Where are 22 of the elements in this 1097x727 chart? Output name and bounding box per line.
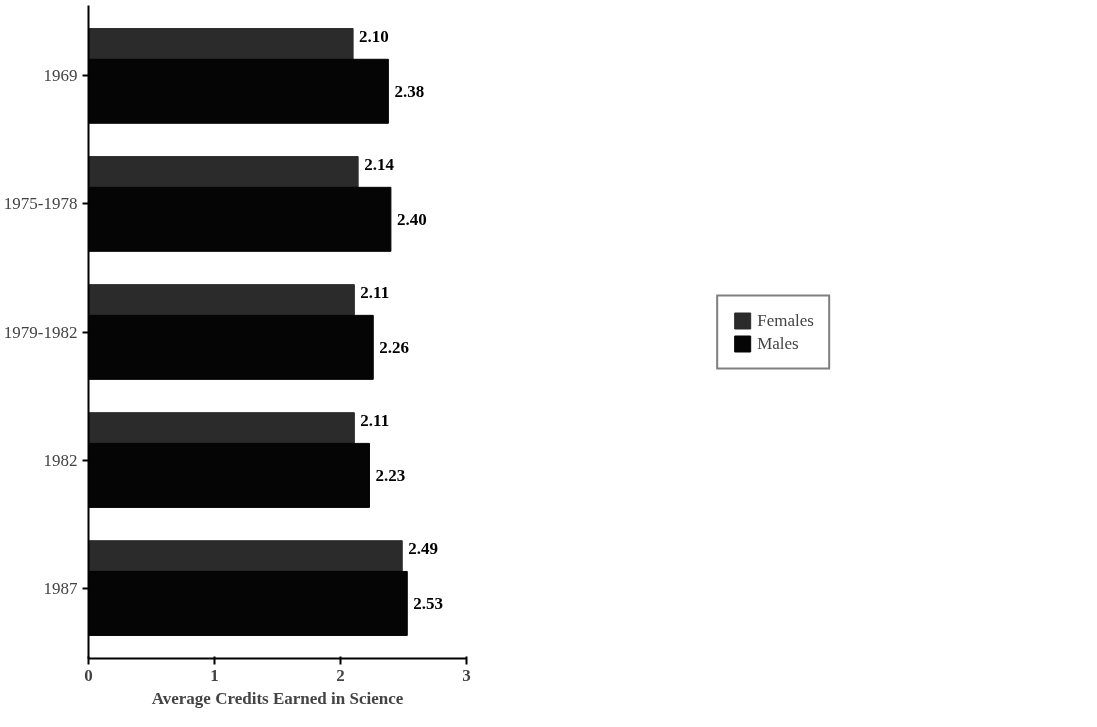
- x-tick-label: 3: [462, 665, 471, 685]
- x-tick-label: 2: [336, 665, 345, 685]
- data-label: 2.10: [359, 26, 389, 46]
- data-label: 2.40: [396, 209, 427, 229]
- data-label: 2.38: [394, 81, 425, 101]
- y-tick-label: 1982: [43, 450, 78, 470]
- x-axis-title: Average Credits Earned in Science: [151, 688, 404, 708]
- y-tick-label: 1969: [43, 66, 78, 86]
- data-label: 2.11: [360, 410, 390, 430]
- data-label: 2.11: [360, 282, 390, 302]
- data-label: 2.26: [379, 337, 410, 357]
- legend-label: Females: [757, 310, 814, 330]
- y-tick-label: 1979-1982: [3, 322, 78, 342]
- data-label: 2.49: [408, 538, 438, 558]
- data-label: 2.53: [413, 593, 444, 613]
- data-label: 2.23: [375, 465, 406, 485]
- y-tick-label: 1987: [43, 578, 78, 598]
- x-tick-label: 1: [210, 665, 219, 685]
- legend-label: Males: [757, 333, 799, 353]
- x-tick-label: 0: [84, 665, 93, 685]
- data-label: 2.14: [364, 154, 395, 174]
- y-tick-label: 1975-1978: [3, 194, 78, 214]
